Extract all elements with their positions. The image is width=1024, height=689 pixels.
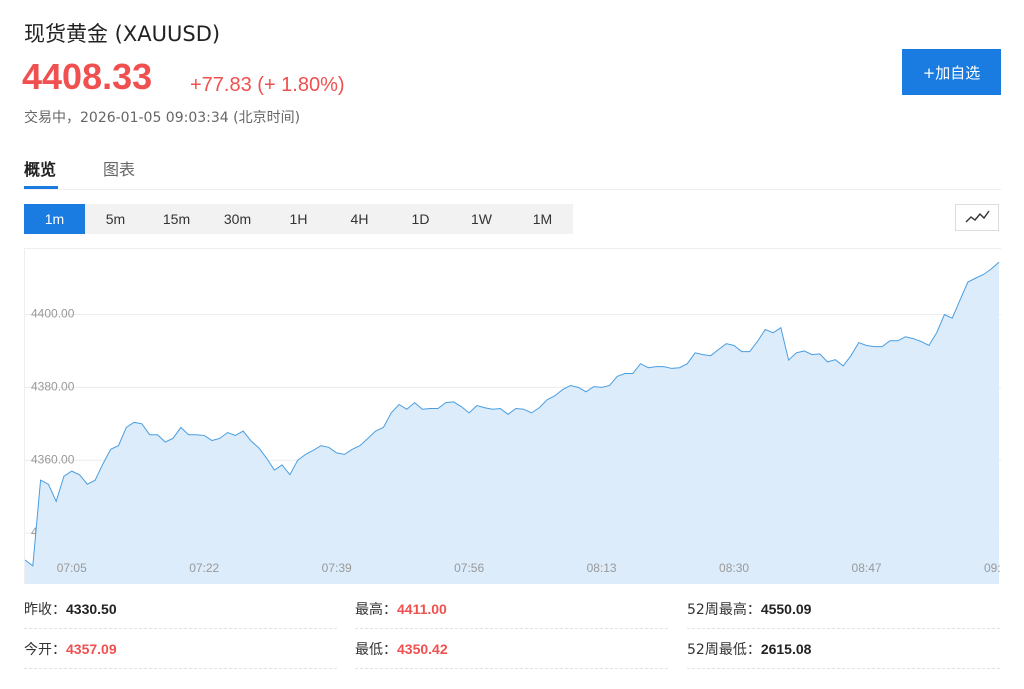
x-tick-label: 08:13 [587,561,617,575]
stat-label: 最高： [355,602,397,618]
stat-label: 52周最低： [687,642,761,658]
stat-value: 4350.42 [397,641,448,657]
price-chart: 4340.004360.004380.004400.0007:0507:2207… [24,248,1001,584]
stat: 昨收： 4330.50 [24,590,337,629]
y-tick-label: 4400.00 [31,307,75,321]
quote-title: 现货黄金 (XAUUSD) [24,22,221,46]
trade-status: 交易中，2026-01-05 09:03:34 (北京时间) [24,110,301,126]
period-button[interactable]: 15m [162,211,191,227]
stat-value: 4330.50 [66,601,117,617]
y-tick-label: 4360.00 [31,452,75,466]
x-tick-label: 08:30 [719,561,749,575]
add-watchlist-button[interactable]: +加自选 [902,49,1001,95]
period-button[interactable]: 1D [411,211,430,227]
x-tick-label: 07:22 [189,561,219,575]
stat-label: 今开： [24,642,66,658]
tab-divider [24,189,1001,190]
stat-label: 昨收： [24,602,66,618]
tab[interactable]: 图表 [103,160,136,179]
period-button[interactable]: 1W [471,211,492,227]
period-button[interactable]: 5m [105,211,126,227]
stat-label: 52周最高： [687,602,761,618]
period-button[interactable]: 1H [289,211,308,227]
icon-line [965,210,990,223]
stat-value: 4411.00 [397,601,447,617]
chart-type-icon [965,210,990,223]
tab[interactable]: 概览 [24,160,57,179]
stat: 今开： 4357.09 [24,630,337,669]
stat: 52周最低： 2615.08 [687,630,1000,669]
period-button[interactable]: 30m [223,211,252,227]
x-tick-label: 09:04 [984,561,1001,575]
tab-indicator [24,186,58,189]
period-button[interactable]: 1M [532,211,553,227]
chart-type-button[interactable] [955,204,999,231]
price: 4408.33 [22,56,153,97]
stat: 最低： 4350.42 [355,630,668,669]
period-button[interactable]: 4H [350,211,369,227]
period-bar: 1m 5m 15m 30m 1H 4H 1D 1W 1M [24,204,573,234]
stat: 52周最高： 4550.09 [687,590,1000,629]
price-line [25,261,1000,567]
stat-value: 4550.09 [760,601,812,617]
stat-value: 2615.08 [760,641,812,657]
x-tick-label: 07:39 [322,561,352,575]
price-change: +77.83 (+ 1.80%) [190,74,345,96]
x-tick-label: 07:05 [57,561,87,575]
stat-label: 最低： [355,642,397,658]
price-area [25,262,999,584]
x-tick-label: 08:47 [852,561,882,575]
stat: 最高： 4411.00 [355,590,668,629]
y-tick-label: 4380.00 [31,380,75,394]
stat-value: 4357.09 [66,641,117,657]
x-tick-label: 07:56 [454,561,484,575]
period-button[interactable]: 1m [24,204,85,234]
